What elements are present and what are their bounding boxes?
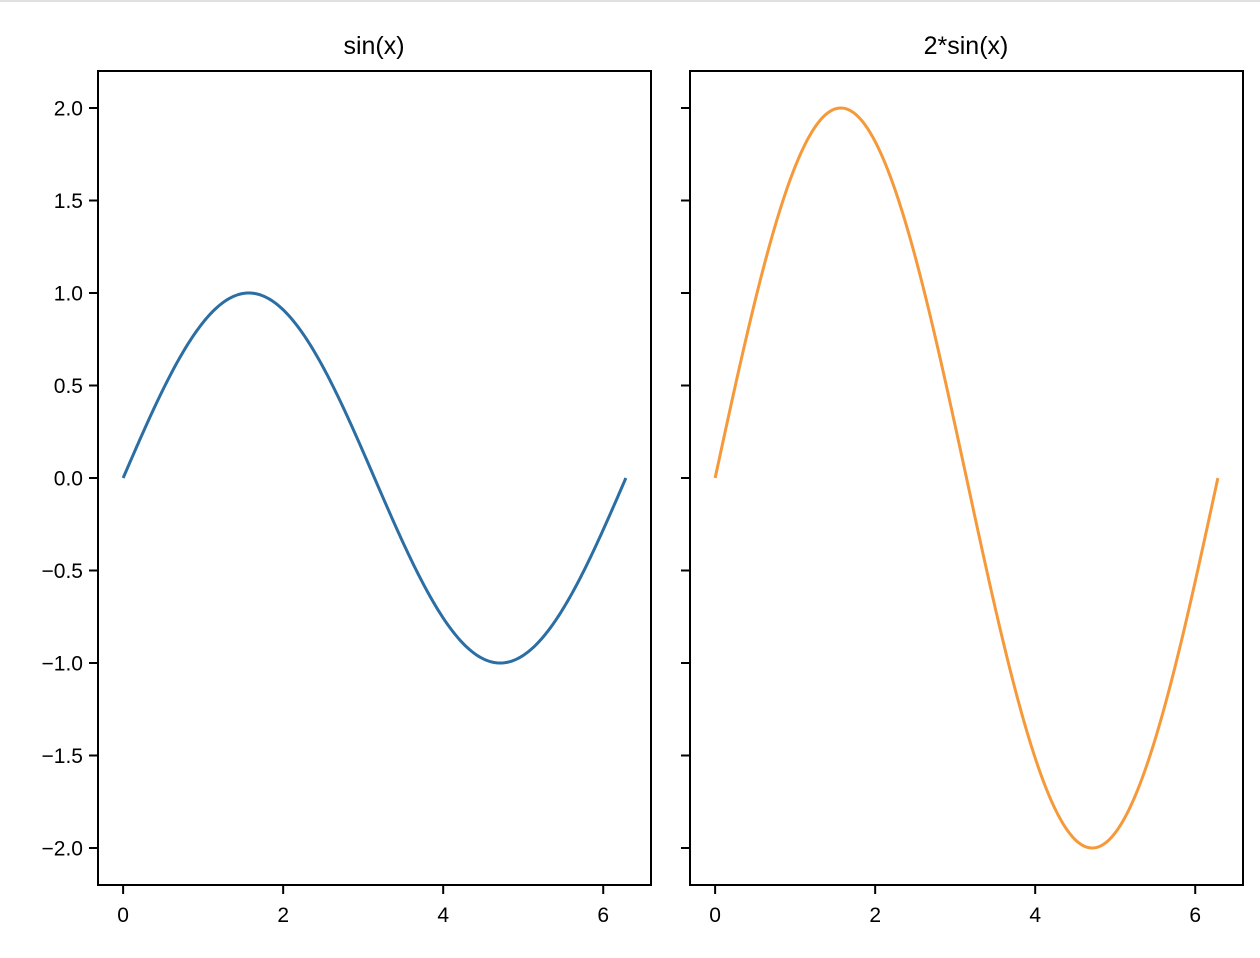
y-axis [681, 107, 690, 849]
x-tick-label: 2 [869, 904, 881, 927]
x-tick-label: 0 [117, 904, 129, 927]
y-tick-label: −1.5 [42, 745, 83, 768]
y-tick-label: 0.0 [54, 468, 83, 491]
y-tick-label: 1.0 [54, 283, 83, 306]
subplot-sin: sin(x) 2.0 1.5 1.0 0.5 0.0 −0.5 −1.0 −1.5 −2.0 0… [42, 32, 652, 927]
y-tick-label: −1.0 [42, 653, 83, 676]
y-tick-label: 0.5 [54, 375, 83, 398]
y-tick-label: −0.5 [42, 560, 83, 583]
y-tick-label: 1.5 [54, 190, 83, 213]
sin-line [121, 291, 628, 665]
x-tick-label: 6 [597, 904, 609, 927]
x-tick-label: 0 [709, 904, 721, 927]
y-tick-label: 2.0 [54, 98, 83, 121]
x-axis: 0 2 4 6 [709, 885, 1201, 927]
x-tick-label: 2 [277, 904, 289, 927]
x-tick-label: 4 [1029, 904, 1041, 927]
x-tick-label: 4 [437, 904, 449, 927]
subplot-2sin: 2*sin(x) 0 2 4 6 [681, 32, 1244, 927]
subplot-title: sin(x) [343, 32, 404, 60]
y-axis: 2.0 1.5 1.0 0.5 0.0 −0.5 −1.0 −1.5 −2.0 [42, 98, 98, 861]
2sin-line [713, 106, 1220, 850]
x-axis: 0 2 4 6 [117, 885, 609, 927]
x-tick-label: 6 [1189, 904, 1201, 927]
y-tick-label: −2.0 [42, 838, 83, 861]
top-border [0, 0, 1260, 2]
subplot-title: 2*sin(x) [924, 32, 1009, 60]
